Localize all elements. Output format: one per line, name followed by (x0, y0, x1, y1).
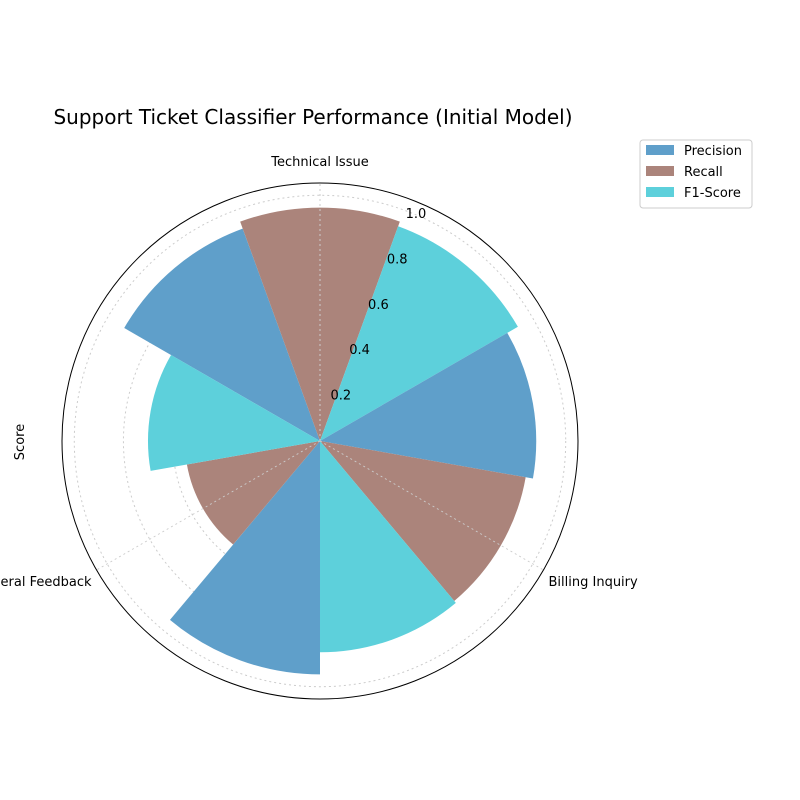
category-label: General Feedback (0, 575, 92, 590)
y-axis-label: Score (13, 424, 28, 460)
category-label: Billing Inquiry (549, 575, 639, 590)
legend[interactable]: Precision Recall F1-Score (639, 139, 753, 209)
radial-tick-labels: 0.2 0.4 0.6 0.8 1.0 (330, 207, 426, 404)
radial-tick-label: 0.4 (349, 343, 370, 358)
category-label: Technical Issue (270, 155, 368, 170)
legend-swatch (646, 145, 674, 155)
radial-tick-label: 1.0 (406, 207, 427, 222)
bar-recall-billing-inquiry[interactable] (320, 441, 526, 601)
radial-tick-label: 0.2 (330, 389, 351, 404)
chart-title: Support Ticket Classifier Performance (I… (53, 105, 572, 129)
bar-precision-billing-inquiry[interactable] (320, 332, 537, 479)
bars-group (124, 207, 537, 675)
legend-label: F1-Score (684, 186, 741, 201)
grid-circle (73, 194, 567, 688)
legend-label: Recall (684, 165, 723, 180)
legend-swatch (646, 187, 674, 197)
polar-frame (61, 182, 579, 700)
category-labels: Technical Issue Billing Inquiry General Fe… (0, 155, 638, 590)
bar-f1-score-general-feedback[interactable] (147, 355, 320, 471)
radial-tick-label: 0.8 (387, 252, 408, 267)
bar-f1-score-billing-inquiry[interactable] (320, 441, 456, 653)
bar-precision-general-feedback[interactable] (169, 441, 320, 675)
angular-gridlines (96, 183, 544, 571)
legend-swatch (646, 166, 674, 176)
legend-label: Precision (684, 144, 742, 159)
radial-tick-label: 0.6 (368, 298, 389, 313)
bar-precision-technical-issue[interactable] (124, 228, 320, 441)
bar-f1-score-technical-issue[interactable] (320, 226, 518, 441)
bar-recall-general-feedback[interactable] (186, 441, 320, 545)
